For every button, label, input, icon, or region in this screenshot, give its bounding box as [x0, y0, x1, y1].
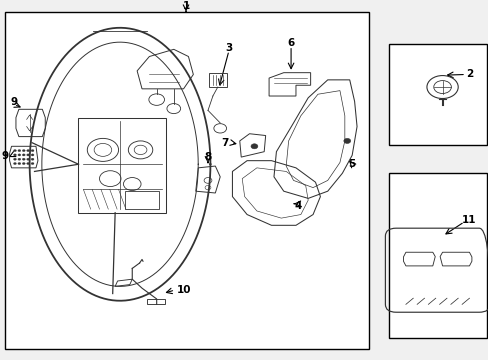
Bar [79, 118, 166, 213]
Bar [388, 44, 486, 144]
Text: 6: 6 [287, 38, 294, 48]
Text: 4: 4 [294, 201, 302, 211]
Circle shape [27, 149, 30, 152]
Circle shape [18, 158, 21, 160]
Circle shape [27, 162, 30, 165]
Text: 1: 1 [182, 1, 189, 11]
Circle shape [27, 158, 30, 160]
Bar [388, 173, 486, 338]
Circle shape [18, 149, 21, 152]
Circle shape [18, 162, 21, 165]
Circle shape [27, 154, 30, 156]
Bar [124, 191, 159, 209]
Circle shape [22, 158, 25, 160]
Circle shape [14, 149, 17, 152]
Circle shape [250, 144, 257, 149]
Circle shape [18, 154, 21, 156]
Circle shape [31, 154, 34, 156]
Text: 11: 11 [461, 215, 476, 225]
Text: 2: 2 [465, 69, 472, 80]
Text: 9: 9 [10, 97, 18, 107]
Circle shape [31, 149, 34, 152]
Circle shape [14, 158, 17, 160]
Text: 8: 8 [204, 152, 211, 162]
Text: 5: 5 [348, 159, 355, 169]
Circle shape [14, 162, 17, 165]
Text: 10: 10 [176, 285, 190, 295]
Circle shape [22, 162, 25, 165]
Text: 9: 9 [2, 151, 9, 161]
Text: 7: 7 [221, 138, 228, 148]
Circle shape [22, 149, 25, 152]
Circle shape [14, 154, 17, 156]
Circle shape [343, 138, 350, 143]
Text: 3: 3 [225, 43, 232, 53]
Circle shape [31, 158, 34, 160]
Circle shape [22, 154, 25, 156]
Bar [5, 12, 368, 349]
Circle shape [31, 162, 34, 165]
